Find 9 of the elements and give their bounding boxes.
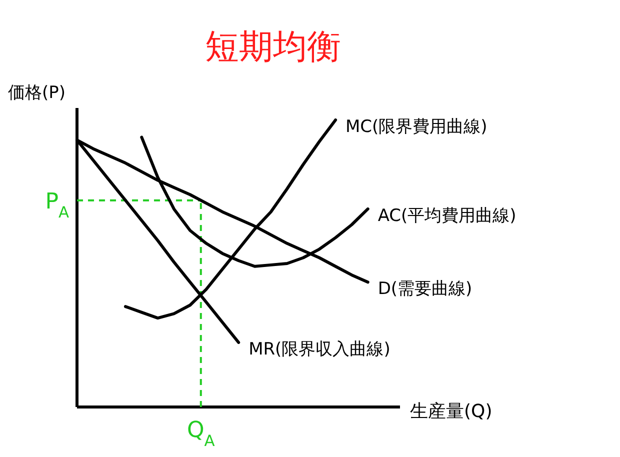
series-label: MR(限界収入曲線) (248, 339, 390, 360)
ref-line-label: P$_{A}$ (45, 189, 70, 222)
series-label: AC(平均費用曲線) (378, 206, 516, 226)
series-label: D(需要曲線) (378, 279, 472, 300)
text: Q$_{A}$ (186, 418, 216, 450)
y-axis-title: 価格(P) (8, 83, 66, 103)
series-label: MC(限界費用曲線) (346, 117, 488, 137)
chart-title: 短期均衡 (205, 27, 341, 67)
x-axis-title: 生産量(Q) (410, 401, 492, 422)
